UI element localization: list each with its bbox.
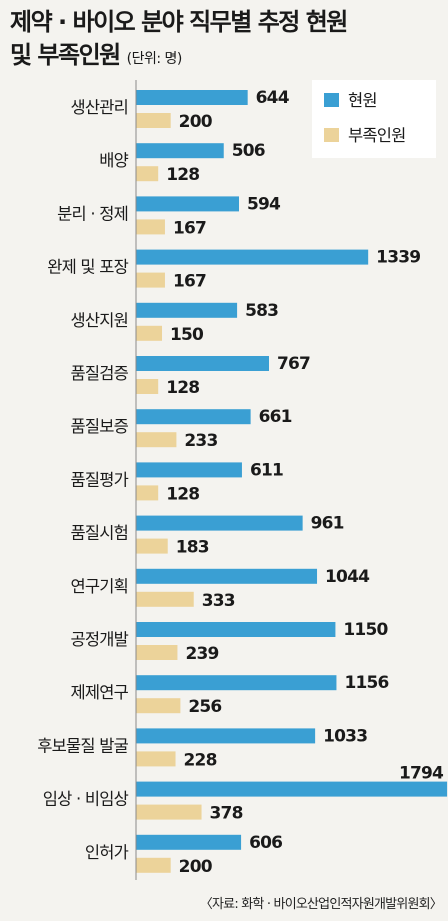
- cat-1-current-value: 506: [232, 141, 265, 161]
- cat-1-shortage-value: 128: [166, 165, 199, 185]
- legend-swatch-current: [324, 93, 339, 107]
- cat-13-shortage-bar: [136, 804, 202, 820]
- cat-14-category-label: 인허가: [85, 843, 129, 862]
- cat-4-shortage-bar: [136, 325, 163, 341]
- cat-5-category-label: 품질검증: [70, 364, 128, 383]
- cat-13-category-label: 임상 · 비임상: [43, 790, 129, 809]
- cat-9-shortage-value: 333: [202, 591, 235, 611]
- title-line-2-text: 및 부족인원: [10, 41, 121, 69]
- cat-5-shortage-bar: [136, 379, 159, 394]
- cat-12-current-value: 1033: [323, 726, 367, 746]
- cat-0-category-label: 생산관리: [70, 98, 128, 117]
- cat-11-category-label: 제제연구: [70, 683, 128, 702]
- cat-3-current-value: 1339: [376, 248, 420, 268]
- cat-10-shortage-bar: [136, 645, 178, 660]
- cat-7-current-value: 611: [250, 460, 283, 480]
- cat-5-current-bar: [136, 356, 269, 371]
- cat-4-category-label: 생산지원: [70, 311, 128, 330]
- cat-11-current-bar: [136, 675, 337, 691]
- cat-12-shortage-bar: [136, 751, 176, 767]
- cat-8-shortage-value: 183: [176, 538, 209, 558]
- cat-0-shortage-bar: [136, 113, 171, 128]
- cat-1-shortage-bar: [136, 166, 159, 182]
- cat-10-category-label: 공정개발: [70, 630, 128, 649]
- cat-7-shortage-bar: [136, 485, 159, 501]
- cat-14-current-bar: [136, 834, 242, 850]
- cat-9-category-label: 연구기획: [70, 577, 128, 596]
- cat-13-shortage-value: 378: [210, 804, 243, 824]
- cat-12-current-bar: [136, 728, 316, 744]
- cat-2-shortage-bar: [136, 219, 165, 235]
- cat-3-current-bar: [136, 249, 369, 265]
- cat-5-shortage-value: 128: [166, 378, 199, 398]
- cat-8-current-value: 961: [311, 514, 344, 534]
- cat-1-current-bar: [136, 143, 224, 159]
- title-line-1: 제약 · 바이오 분야 직무별 추정 현원: [10, 8, 348, 36]
- cat-6-current-value: 661: [259, 407, 292, 427]
- cat-6-category-label: 품질보증: [70, 417, 128, 436]
- cat-12-shortage-value: 228: [184, 750, 217, 770]
- cat-3-shortage-bar: [136, 272, 165, 288]
- cat-13-current-bar: [136, 781, 448, 797]
- cat-10-current-value: 1150: [343, 620, 388, 640]
- cat-9-shortage-bar: [136, 591, 194, 607]
- cat-7-category-label: 품질평가: [70, 470, 128, 489]
- cat-4-current-bar: [136, 302, 238, 318]
- cat-2-shortage-value: 167: [173, 218, 206, 238]
- legend-label-shortage: 부족인원: [348, 126, 406, 145]
- source-note: 〈자료: 화학 · 바이오산업인적자원개발위원회〉: [199, 897, 443, 912]
- cat-2-category-label: 분리 · 정제: [57, 204, 128, 223]
- cat-4-current-value: 583: [245, 301, 278, 321]
- cat-10-shortage-value: 239: [185, 644, 218, 664]
- cat-3-category-label: 완제 및 포장: [47, 258, 128, 277]
- cat-11-current-value: 1156: [344, 673, 388, 693]
- cat-11-shortage-bar: [136, 698, 181, 714]
- cat-8-current-bar: [136, 515, 303, 531]
- cat-2-current-bar: [136, 196, 239, 212]
- cat-6-shortage-bar: [136, 432, 177, 448]
- cat-5-current-value: 767: [277, 354, 310, 374]
- cat-12-category-label: 후보물질 발굴: [37, 736, 128, 755]
- cat-0-shortage-value: 200: [179, 112, 213, 132]
- cat-9-current-bar: [136, 568, 318, 584]
- legend-label-current: 현원: [348, 91, 377, 110]
- cat-11-shortage-value: 256: [188, 697, 221, 717]
- cat-0-current-bar: [136, 90, 248, 105]
- cat-10-current-bar: [136, 622, 336, 637]
- cat-1-category-label: 배양: [99, 151, 128, 170]
- legend-swatch-shortage: [324, 128, 339, 142]
- cat-8-category-label: 품질시험: [70, 524, 128, 543]
- cat-7-current-bar: [136, 462, 242, 478]
- cat-13-current-value: 1794: [399, 764, 444, 784]
- cat-7-shortage-value: 128: [166, 484, 199, 504]
- cat-6-current-bar: [136, 409, 251, 425]
- cat-0-current-value: 644: [256, 88, 290, 108]
- cat-2-current-value: 594: [247, 194, 281, 214]
- cat-4-shortage-value: 150: [170, 325, 204, 345]
- cat-14-shortage-value: 200: [179, 857, 213, 877]
- cat-6-shortage-value: 233: [184, 431, 217, 451]
- cat-8-shortage-bar: [136, 538, 168, 554]
- cat-14-shortage-bar: [136, 857, 171, 873]
- cat-14-current-value: 606: [249, 833, 282, 853]
- unit-label: (단위: 명): [126, 51, 183, 67]
- chart-title: 제약 · 바이오 분야 직무별 추정 현원 및 부족인원 (단위: 명): [10, 6, 440, 76]
- cat-9-current-value: 1044: [325, 567, 370, 587]
- title-line-2: 및 부족인원 (단위: 명): [10, 39, 440, 76]
- cat-3-shortage-value: 167: [173, 272, 206, 292]
